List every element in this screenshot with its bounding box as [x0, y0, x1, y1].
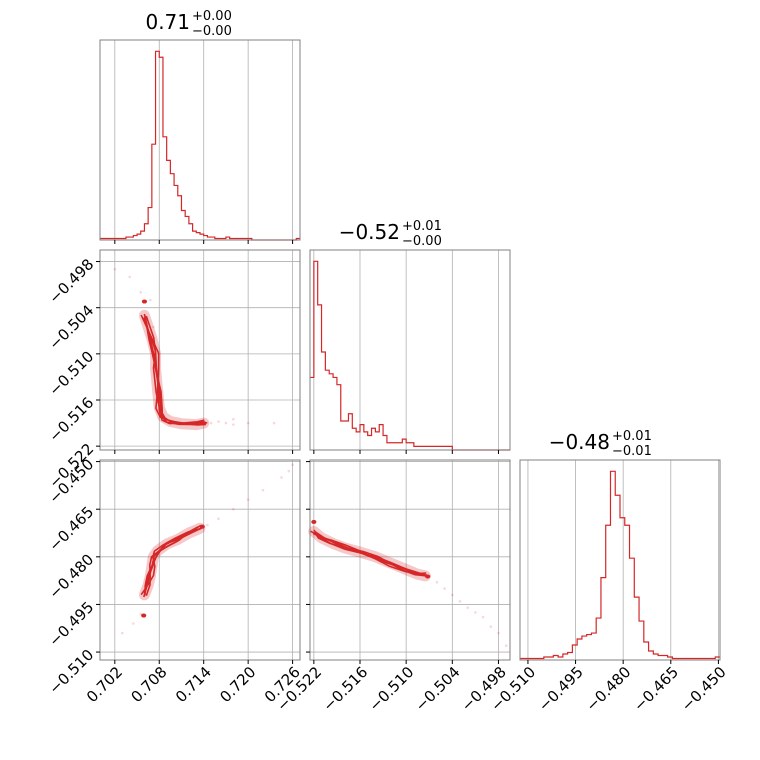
title-value-0: 0.71	[145, 10, 190, 34]
x-tick-label: −0.504	[412, 663, 464, 715]
density-panel-2	[306, 459, 511, 664]
x-tick-label: 0.720	[216, 663, 259, 706]
density-peak	[199, 524, 205, 529]
density-peak	[141, 613, 147, 618]
y-tick-label: −0.495	[45, 598, 97, 650]
x-tick-label: −0.450	[678, 663, 730, 715]
density-panel-1	[96, 459, 301, 664]
y-tick-label: −0.498	[45, 255, 97, 307]
density-contour	[312, 532, 427, 575]
x-tick-label: −0.516	[319, 663, 371, 715]
histogram-panel-2: −0.48 +0.01−0.01	[519, 429, 721, 664]
scatter-point	[217, 517, 220, 521]
axes-frame	[99, 459, 301, 661]
x-tick-label: −0.465	[630, 663, 682, 715]
histogram-line-0	[100, 50, 300, 241]
histogram-line-2	[520, 470, 720, 660]
y-tick-label: −0.510	[45, 347, 97, 399]
scatter-point	[458, 599, 462, 603]
density-peak	[425, 574, 431, 579]
scatter-point	[132, 622, 135, 625]
scatter-point	[474, 611, 477, 614]
scatter-point	[466, 606, 469, 609]
axes-frame	[99, 249, 301, 451]
scatter-point	[497, 631, 500, 635]
y-tick-label: −0.516	[45, 394, 97, 446]
x-tick-label: −0.510	[365, 663, 417, 715]
x-tick-label: −0.480	[583, 663, 635, 715]
title-value-1: −0.52	[339, 220, 400, 244]
scatter-point	[272, 421, 276, 425]
scatter-point	[232, 507, 235, 511]
scatter-point	[139, 612, 143, 616]
density-peak	[141, 299, 148, 304]
scatter-point	[246, 421, 250, 425]
scatter-point	[246, 498, 250, 501]
scatter-point	[451, 593, 454, 597]
axes-frame	[99, 39, 301, 241]
scatter-point	[435, 580, 439, 584]
scatter-point	[152, 325, 155, 329]
title-minus-1: −0.00	[402, 234, 442, 249]
histogram-line-1	[310, 260, 510, 451]
title-plus-1: +0.01	[402, 219, 442, 234]
density-contour	[143, 317, 205, 425]
histogram-panel-0: 0.71 +0.00−0.00	[99, 9, 301, 244]
scatter-point	[232, 417, 235, 421]
scatter-point	[443, 587, 446, 590]
histogram-panel-1: −0.52 +0.01−0.00	[309, 219, 511, 454]
x-tick-label: 0.702	[83, 663, 126, 706]
scatter-point	[206, 523, 209, 527]
y-tick-label: −0.465	[45, 503, 97, 555]
title-plus-0: +0.00	[192, 9, 232, 24]
x-tick-label: 0.714	[172, 663, 215, 706]
title-minus-0: −0.00	[192, 24, 232, 39]
density-peak	[201, 421, 207, 426]
scatter-point	[217, 420, 220, 423]
axes-frame	[309, 249, 511, 451]
x-tick-label: −0.495	[535, 663, 587, 715]
density-contour	[144, 527, 202, 596]
scatter-point	[113, 267, 117, 271]
scatter-point	[261, 488, 265, 492]
scatter-point	[149, 298, 152, 302]
density-contour	[143, 524, 202, 598]
scatter-point	[120, 631, 124, 635]
y-tick-label: −0.504	[45, 301, 97, 353]
scatter-point	[291, 463, 294, 467]
scatter-point	[139, 291, 143, 294]
density-panel-0	[96, 249, 301, 454]
scatter-point	[489, 625, 493, 628]
scatter-point	[504, 644, 508, 648]
scatter-point	[209, 421, 213, 425]
scatter-point	[287, 469, 291, 473]
density-contour	[140, 314, 203, 425]
title-minus-2: −0.01	[612, 444, 652, 459]
scatter-point	[232, 423, 235, 426]
title-plus-2: +0.01	[612, 429, 652, 444]
scatter-point	[128, 275, 131, 279]
density-contour	[144, 315, 208, 426]
axes-frame	[309, 459, 511, 661]
scatter-point	[280, 476, 283, 479]
scatter-point	[481, 615, 485, 619]
axes-frame	[519, 459, 721, 661]
y-tick-label: −0.480	[45, 550, 97, 602]
density-peak	[311, 519, 317, 524]
x-tick-label: 0.708	[127, 663, 170, 706]
scatter-point	[224, 421, 228, 425]
title-value-2: −0.48	[549, 430, 610, 454]
